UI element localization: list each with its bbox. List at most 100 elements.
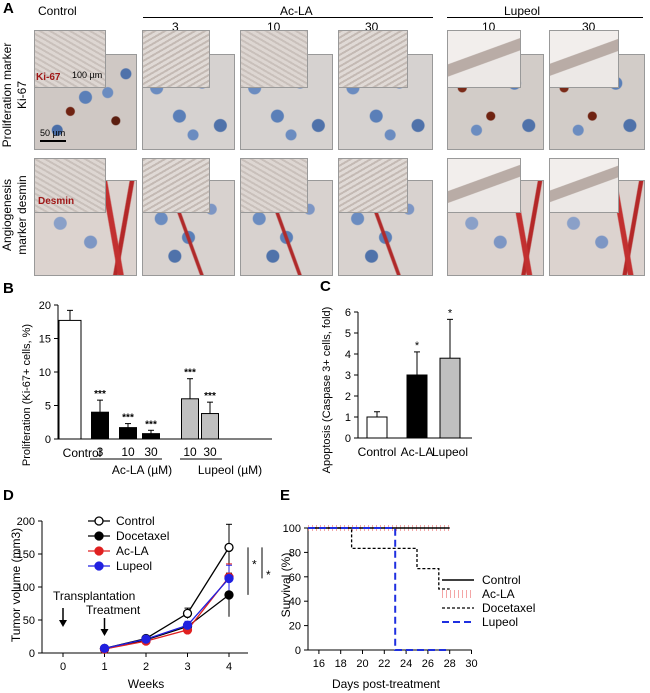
- chart-b-bar: [181, 398, 199, 440]
- acla-bracket-line: [143, 17, 433, 18]
- chart-d-point: [99, 643, 110, 654]
- chart-e-xtick-label: 30: [465, 658, 477, 670]
- chart-b-ytick-label: 10: [39, 367, 51, 379]
- chart-e-xtick-label: 16: [313, 658, 325, 670]
- chart-e-legend-label: Lupeol: [482, 615, 518, 629]
- chart-e-ytick-label: 40: [289, 596, 301, 608]
- chart-e-xtick-label: 26: [422, 658, 434, 670]
- chart-c-significance: *: [448, 307, 453, 319]
- chart-c-ylabel: Apoptosis (Caspase 3+ cells, fold): [321, 307, 333, 474]
- chart-b-xtick-label: 10: [183, 445, 197, 459]
- chart-c: Apoptosis (Caspase 3+ cells, fold) 0 1 2 3 4…: [321, 307, 472, 474]
- chart-d-xtick-label: 0: [60, 661, 66, 673]
- chart-b-significance: ***: [145, 419, 157, 430]
- panel-e-label: E: [280, 487, 291, 504]
- chart-b-xlabel-acla: Ac-LA (µM): [112, 463, 172, 477]
- chart-e-series-lupeol: [308, 527, 450, 651]
- chart-d-xtick-label: 4: [226, 661, 232, 673]
- panel-a-label: A: [3, 0, 14, 17]
- chart-d-series-line-acla: [104, 576, 230, 650]
- chart-e-legend-label: Docetaxel: [482, 601, 535, 615]
- chart-d-ytick-label: 0: [29, 648, 35, 660]
- chart-d-point: [224, 590, 234, 600]
- chart-b: Proliferation (Ki-67+ cells, %) 0 5 10 15 20…: [21, 300, 272, 477]
- micrograph-inset-ki67-control: [34, 30, 106, 88]
- chart-d-legend-label: Docetaxel: [116, 529, 169, 543]
- micrograph-inset-desmin-lupeol-10: [447, 158, 521, 213]
- chart-b-bar: [119, 427, 137, 440]
- chart-b-bar: [58, 319, 82, 440]
- chart-b-bar: [201, 413, 219, 440]
- chart-d-legend-marker: [94, 531, 104, 541]
- chart-e-series-docetaxel: [308, 527, 450, 590]
- treatment-arrow-head: [100, 629, 109, 636]
- panel-b-label: B: [3, 280, 14, 297]
- micrograph-inset-ki67-lupeol-10: [447, 30, 521, 88]
- chart-e-xlabel: Days post-treatment: [332, 677, 441, 691]
- micrograph-inset-ki67-acla-3: [142, 30, 210, 88]
- header-acla: Ac-LA: [280, 4, 313, 18]
- panel-d-label: D: [3, 487, 14, 504]
- chart-b-significance: ***: [94, 389, 106, 400]
- chart-e-ytick-label: 0: [295, 645, 301, 657]
- chart-b-xtick-label: 30: [144, 445, 158, 459]
- micrograph-inset-desmin-lupeol-30: [549, 158, 619, 213]
- chart-d-ytick-label: 100: [17, 582, 35, 594]
- micrograph-inset-desmin-acla-10: [240, 158, 308, 213]
- chart-e: Survival (%) Days post-treatment 0 20 40 60…: [279, 523, 535, 691]
- header-control: Control: [38, 4, 77, 18]
- micrograph-inset-desmin-acla-3: [142, 158, 210, 213]
- chart-c-ytick-label: 0: [345, 433, 351, 445]
- chart-d-point: [141, 634, 151, 644]
- chart-d-ytick-label: 50: [23, 615, 35, 627]
- panel-c-label: C: [320, 278, 331, 295]
- chart-e-xtick-label: 28: [444, 658, 456, 670]
- chart-c-ytick-label: 1: [345, 412, 351, 424]
- chart-d-xtick-label: 3: [184, 661, 190, 673]
- scale-bar-50um: [40, 140, 66, 142]
- chart-b-xtick-label: 3: [97, 445, 104, 459]
- chart-d: Tumor volume (mm3) Weeks 0 50 100 150 200 0 1 2…: [9, 514, 271, 691]
- chart-d-point: [224, 542, 234, 553]
- micrograph-inset-desmin-control: [34, 158, 106, 213]
- transplantation-arrow-head: [59, 620, 67, 627]
- chart-b-significance: ***: [204, 391, 216, 402]
- chart-b-significance: ***: [122, 413, 134, 424]
- chart-d-legend-label: Lupeol: [116, 559, 152, 573]
- chart-d-annotation-treatment: Treatment: [86, 603, 141, 617]
- chart-d-xlabel: Weeks: [128, 677, 164, 691]
- chart-b-ytick-label: 5: [45, 401, 51, 413]
- chart-c-ytick-label: 5: [345, 328, 351, 340]
- chart-d-point: [182, 620, 193, 630]
- chart-d-series-line-lupeol: [104, 577, 230, 650]
- chart-c-ytick-label: 3: [345, 370, 351, 382]
- chart-e-legend-label: Ac-LA: [482, 587, 515, 601]
- chart-d-point: [182, 608, 193, 619]
- chart-c-bar: [366, 416, 388, 439]
- chart-c-bar: [439, 357, 461, 439]
- chart-c-bar: [406, 374, 428, 439]
- chart-d-significance: *: [252, 558, 257, 572]
- chart-d-point: [224, 573, 234, 584]
- chart-d-ytick-label: 200: [17, 516, 35, 528]
- ki67-tag: Ki-67: [36, 72, 61, 83]
- chart-e-xtick-label: 22: [378, 658, 390, 670]
- chart-d-significance: *: [266, 568, 271, 582]
- header-lupeol: Lupeol: [504, 4, 541, 18]
- chart-b-xlabel-control: Control: [63, 446, 102, 460]
- chart-c-ytick-label: 2: [345, 391, 351, 403]
- chart-e-ytick-label: 20: [289, 621, 301, 633]
- chart-b-ytick-label: 0: [45, 434, 51, 446]
- chart-d-annotation-transplantation: Transplantation: [53, 589, 135, 603]
- chart-b-xlabel-lupeol: Lupeol (µM): [198, 463, 262, 477]
- row-label-ki67: Proliferation marker Ki-67: [0, 42, 29, 148]
- chart-e-ytick-label: 60: [289, 572, 301, 584]
- chart-b-ytick-label: 20: [39, 300, 51, 312]
- chart-e-xtick-label: 24: [400, 658, 412, 670]
- chart-c-ytick-label: 4: [345, 349, 351, 361]
- chart-c-xtick-label: Ac-LA: [401, 445, 434, 459]
- chart-e-xtick-label: 20: [356, 658, 368, 670]
- chart-b-bar: [91, 411, 109, 440]
- row-label-desmin: Angiogenesis marker desmin: [0, 175, 29, 255]
- chart-d-legend-marker: [94, 546, 104, 556]
